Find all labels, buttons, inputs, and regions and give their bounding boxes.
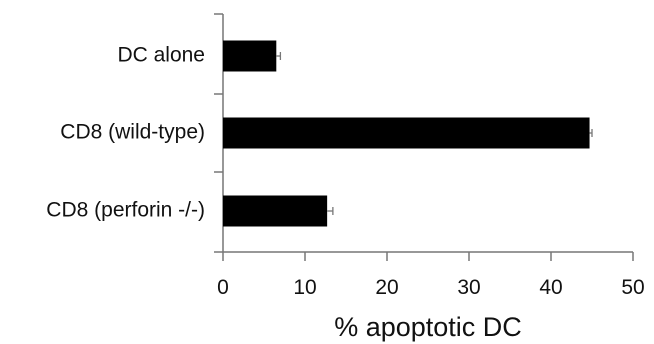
x-tick-label-3: 30 <box>457 276 480 299</box>
category-label-2: CD8 (perforin -/-) <box>46 199 205 222</box>
category-label-1: CD8 (wild-type) <box>60 121 205 144</box>
x-tick-label-0: 0 <box>217 276 229 299</box>
bar-1 <box>223 117 590 149</box>
x-tick-label-2: 20 <box>375 276 398 299</box>
category-label-0: DC alone <box>117 44 205 67</box>
bar-0 <box>223 40 277 72</box>
x-tick-label-5: 50 <box>621 276 644 299</box>
bar-2 <box>223 195 328 227</box>
x-tick-label-1: 10 <box>293 276 316 299</box>
x-tick-label-4: 40 <box>539 276 562 299</box>
x-axis-title: % apoptotic DC <box>334 312 522 342</box>
plot-area: 0 10 20 30 40 50 DC alone CD8 (wild-type) CD8 (p… <box>46 13 645 299</box>
